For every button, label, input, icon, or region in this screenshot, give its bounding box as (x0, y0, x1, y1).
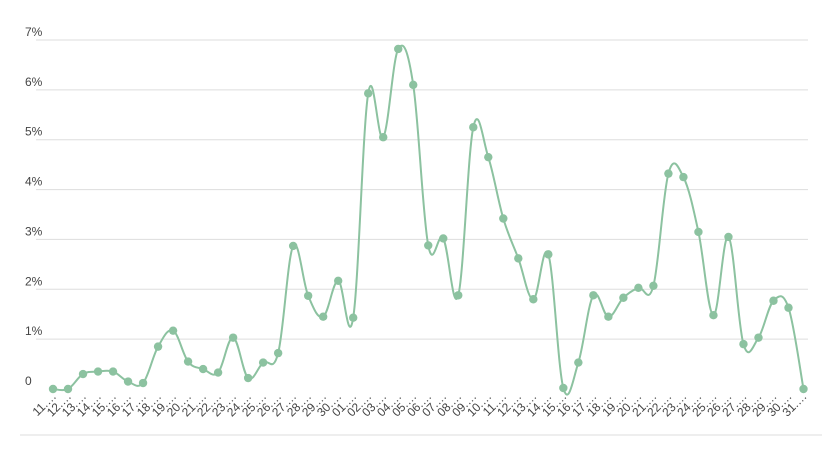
data-point (333, 276, 343, 286)
data-point (318, 312, 328, 321)
y-tick-label: 1% (25, 324, 43, 338)
y-tick-label: 7% (25, 25, 43, 39)
data-point (409, 80, 418, 90)
y-tick-label: 6% (25, 75, 43, 89)
data-point (108, 367, 118, 376)
data-point (679, 172, 688, 182)
data-point (183, 357, 193, 366)
data-point (63, 384, 73, 394)
data-point (138, 378, 148, 388)
data-point (514, 254, 523, 263)
data-point (364, 89, 373, 98)
data-point (664, 169, 673, 178)
data-point (439, 234, 448, 243)
data-point (123, 377, 133, 386)
data-point (198, 364, 208, 374)
data-point (544, 250, 553, 259)
data-point (454, 291, 463, 300)
data-point (604, 312, 613, 321)
data-point (694, 227, 703, 237)
data-point (784, 303, 793, 312)
data-point (739, 339, 748, 349)
data-point (634, 283, 643, 292)
data-point (394, 44, 403, 54)
data-point (213, 368, 223, 377)
data-point (529, 295, 538, 304)
data-point (303, 291, 313, 300)
data-point (349, 313, 358, 322)
data-point (424, 241, 433, 250)
data-point (469, 123, 478, 132)
data-point (769, 296, 778, 305)
y-tick-label: 3% (25, 224, 43, 238)
y-axis-tick-labels: 0 1% 2% 3% 4% 5% 6% 7% (25, 25, 43, 388)
x-axis-tick-labels: 11.…12.…13.…14.…15.…16.…17.…18.…19.…20.…… (30, 389, 810, 419)
data-point (273, 348, 283, 358)
data-point (754, 333, 763, 342)
y-tick-label: 4% (25, 175, 43, 189)
data-point (709, 311, 718, 320)
data-point (574, 358, 583, 367)
data-points (48, 44, 808, 394)
y-tick-label: 0 (25, 374, 32, 388)
data-point (258, 358, 268, 367)
data-point (649, 281, 658, 290)
series-line (52, 44, 805, 396)
data-point (48, 384, 58, 394)
data-point (799, 384, 808, 394)
data-point (499, 214, 508, 223)
data-point (78, 369, 88, 379)
data-point (153, 342, 163, 351)
y-tick-label: 2% (25, 274, 43, 288)
data-point (619, 293, 628, 302)
data-point (228, 333, 238, 342)
gridlines (36, 39, 808, 340)
data-point (724, 232, 733, 242)
data-point (379, 133, 388, 142)
data-point (559, 383, 568, 393)
data-point (168, 326, 178, 335)
data-point (484, 152, 493, 162)
data-point (93, 367, 103, 376)
data-point (288, 241, 298, 251)
data-point (243, 373, 253, 383)
y-tick-label: 5% (25, 125, 43, 139)
data-point (589, 291, 598, 300)
